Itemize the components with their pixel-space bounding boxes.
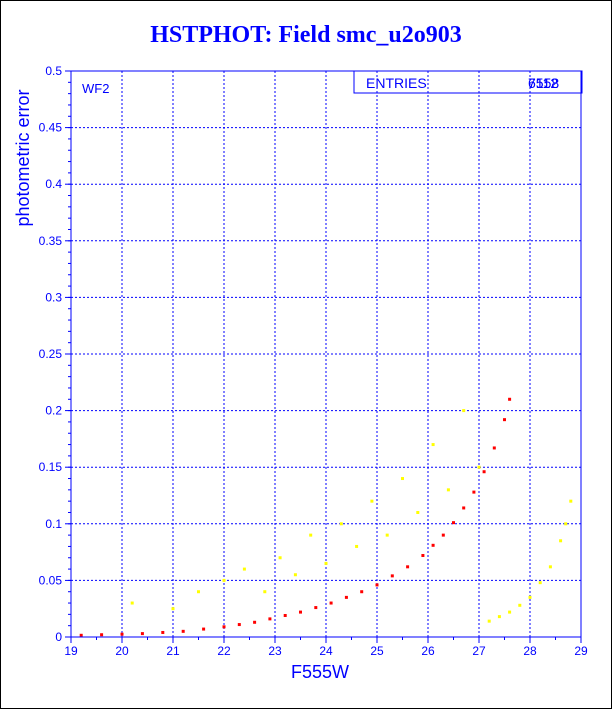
data-point-series-2 xyxy=(508,610,512,614)
x-tick-label: 22 xyxy=(217,644,231,658)
x-tick-label: 27 xyxy=(472,644,486,658)
legend-value-b: 6112 xyxy=(528,75,558,91)
data-point-series-1 xyxy=(253,620,257,624)
data-point-series-2 xyxy=(401,477,404,481)
chart-title: HSTPHOT: Field smc_u2o903 xyxy=(150,22,462,48)
data-point-series-1 xyxy=(79,633,83,637)
y-tick-label: 0.45 xyxy=(39,121,63,135)
data-point-series-2 xyxy=(130,601,134,605)
data-point-series-1 xyxy=(472,490,476,494)
x-axis-label: F555W xyxy=(291,662,349,682)
data-point-series-2 xyxy=(222,578,226,582)
data-point-series-1 xyxy=(452,521,455,525)
x-tick-label: 24 xyxy=(319,644,333,658)
data-point-series-1 xyxy=(202,627,206,631)
data-point-series-1 xyxy=(268,617,272,621)
x-tick-label: 19 xyxy=(64,644,78,658)
data-point-series-1 xyxy=(375,583,379,587)
data-points xyxy=(79,397,573,637)
data-point-series-2 xyxy=(462,409,466,413)
x-tick-label: 23 xyxy=(268,644,282,658)
data-point-series-2 xyxy=(497,615,501,619)
data-point-series-2 xyxy=(431,443,435,447)
data-point-series-1 xyxy=(431,543,435,547)
tick-labels: 19 20 21 22 23 24 25 26 27 28 29 0 0.05 0.1 0.15 0.2 0.2… xyxy=(39,64,588,658)
data-point-series-2 xyxy=(446,488,450,492)
y-tick-label: 0 xyxy=(55,630,62,644)
data-point-series-1 xyxy=(344,595,348,599)
data-point-series-1 xyxy=(314,606,318,610)
data-point-series-1 xyxy=(406,565,410,569)
data-point-series-2 xyxy=(569,499,573,503)
y-tick-label: 0.05 xyxy=(39,573,63,587)
legend: ENTRIES 7558 6112 xyxy=(353,70,583,94)
y-tick-label: 0.15 xyxy=(39,460,63,474)
grid xyxy=(71,71,581,637)
data-point-series-2 xyxy=(293,573,297,577)
y-tick-label: 0.25 xyxy=(39,347,63,361)
data-point-series-2 xyxy=(370,499,374,503)
data-point-series-2 xyxy=(197,590,200,594)
data-point-series-1 xyxy=(100,633,104,637)
data-point-series-2 xyxy=(538,581,542,585)
y-tick-label: 0.35 xyxy=(39,234,63,248)
y-axis-label: photometric error xyxy=(13,89,33,226)
data-point-series-1 xyxy=(237,623,241,627)
data-point-series-1 xyxy=(503,418,506,422)
data-point-series-1 xyxy=(421,553,425,557)
data-point-series-2 xyxy=(564,522,568,526)
data-point-series-2 xyxy=(518,603,522,607)
legend-value-a: 7558 xyxy=(528,75,559,91)
data-point-series-2 xyxy=(548,565,552,569)
data-point-series-1 xyxy=(283,613,287,617)
x-tick-label: 29 xyxy=(574,644,588,658)
data-point-series-2 xyxy=(263,590,267,594)
y-tick-label: 0.2 xyxy=(45,404,62,418)
x-tick-label: 20 xyxy=(115,644,129,658)
data-point-series-2 xyxy=(385,533,389,537)
data-point-series-2 xyxy=(171,607,175,611)
data-point-series-1 xyxy=(441,533,445,537)
data-point-series-2 xyxy=(416,510,420,514)
legend-label: ENTRIES xyxy=(366,75,427,91)
data-point-series-1 xyxy=(140,632,144,636)
legend-box xyxy=(353,70,583,94)
data-point-series-2 xyxy=(339,522,343,526)
x-tick-label: 28 xyxy=(523,644,537,658)
x-tick-label: 26 xyxy=(421,644,435,658)
data-point-series-1 xyxy=(390,574,394,578)
data-point-series-2 xyxy=(487,619,491,623)
data-point-series-1 xyxy=(482,470,486,474)
data-point-series-1 xyxy=(181,629,185,633)
y-tick-label: 0.5 xyxy=(45,64,62,78)
data-point-series-2 xyxy=(324,561,328,565)
y-tick-label: 0.4 xyxy=(45,177,62,191)
data-point-series-1 xyxy=(222,625,226,629)
data-point-series-1 xyxy=(161,630,165,634)
data-point-series-1 xyxy=(508,397,512,401)
data-point-series-1 xyxy=(360,590,364,594)
panel-label: WF2 xyxy=(82,81,109,96)
data-point-series-1 xyxy=(329,601,333,605)
data-point-series-2 xyxy=(309,533,313,537)
axes xyxy=(65,70,582,643)
data-point-series-2 xyxy=(559,539,563,543)
data-point-series-2 xyxy=(242,567,246,571)
data-point-series-2 xyxy=(355,544,359,548)
data-point-series-2 xyxy=(278,556,282,560)
data-point-series-1 xyxy=(120,632,124,636)
y-tick-label: 0.3 xyxy=(45,290,62,304)
data-point-series-2 xyxy=(528,595,532,599)
data-point-series-1 xyxy=(462,506,466,510)
data-point-series-1 xyxy=(492,446,496,450)
x-tick-label: 25 xyxy=(370,644,384,658)
data-point-series-1 xyxy=(299,610,302,614)
x-tick-label: 21 xyxy=(166,644,180,658)
y-tick-label: 0.1 xyxy=(45,517,62,531)
data-point-series-2 xyxy=(477,465,481,469)
